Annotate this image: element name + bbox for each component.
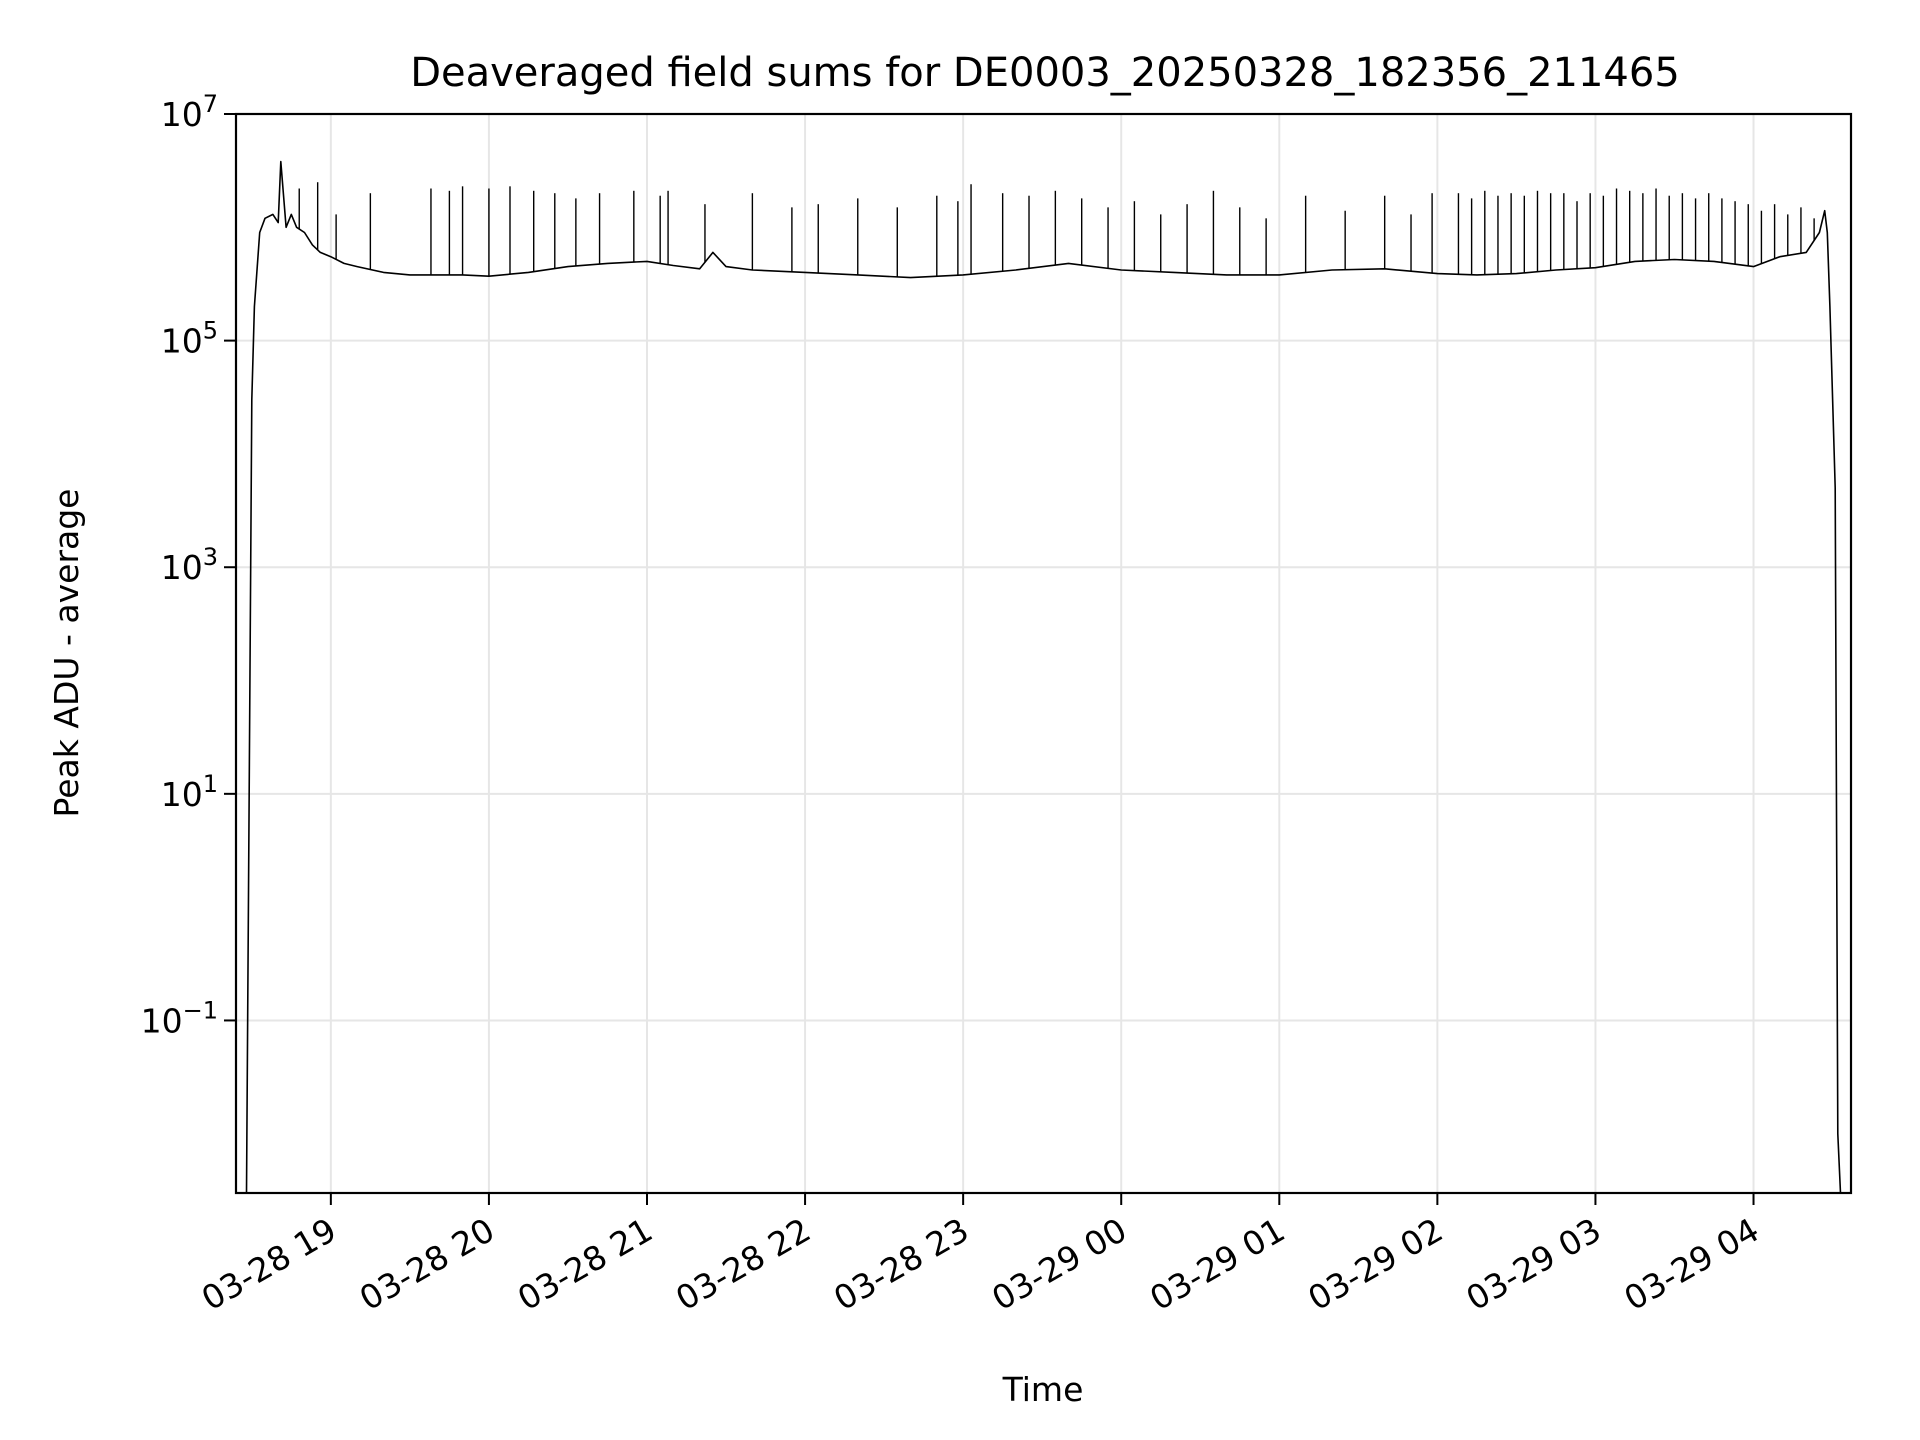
y-tick-exponent: 7	[203, 90, 218, 118]
chart-title: Deaveraged field sums for DE0003_2025032…	[410, 50, 1680, 96]
y-tick-exponent: 5	[203, 317, 218, 345]
axes-frame	[234, 112, 1853, 1195]
y-tick-exponent: 3	[203, 543, 218, 571]
data-layer	[245, 160, 1842, 1193]
series-line-0	[245, 160, 1842, 1193]
y-axis-label: Peak ADU - average	[47, 489, 86, 818]
y-tick-exponent: −1	[183, 996, 218, 1024]
y-tick-label: 107	[161, 90, 218, 134]
y-tick-exponent: 1	[203, 770, 218, 798]
x-axis-label: Time	[1002, 1370, 1084, 1409]
